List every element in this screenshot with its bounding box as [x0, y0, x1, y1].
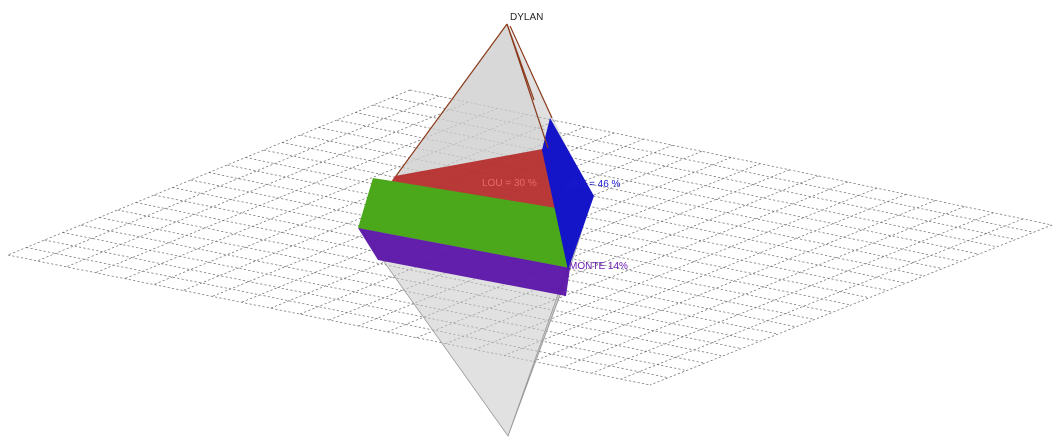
grid-line — [7, 254, 651, 386]
segment-monte[interactable] — [358, 228, 570, 296]
grid-line — [245, 157, 888, 291]
grid-line — [263, 149, 906, 284]
segment-label-lou: LOU = 30 % — [482, 178, 537, 189]
grid-line — [336, 119, 979, 255]
grid-line — [282, 142, 925, 277]
grid-line — [562, 206, 965, 368]
grid-line — [66, 101, 469, 268]
grid-line — [591, 212, 994, 374]
grid-line — [503, 193, 907, 356]
grid-line — [300, 134, 943, 269]
grid-line — [649, 224, 1053, 386]
grid-line — [44, 239, 687, 371]
segment-label-lien: LIEN = 46 % — [564, 179, 621, 190]
segment-label-monte: MONTE 14% — [569, 261, 628, 272]
grid-line — [409, 89, 1053, 226]
grid-line — [7, 89, 411, 256]
grid-line — [355, 112, 998, 248]
grid-line — [620, 218, 1023, 380]
grid-line — [373, 104, 1016, 240]
grid-line — [81, 224, 724, 357]
grid-line — [37, 95, 440, 262]
grid-line — [391, 97, 1034, 233]
grid-line — [318, 127, 961, 262]
segment-lien[interactable] — [542, 118, 594, 270]
upper-pyramid-face-back — [392, 24, 550, 180]
apex-label: DYLAN — [510, 12, 543, 23]
segment-green[interactable] — [358, 178, 570, 268]
grid-line — [533, 200, 936, 362]
pyramid-edges — [395, 23, 553, 177]
